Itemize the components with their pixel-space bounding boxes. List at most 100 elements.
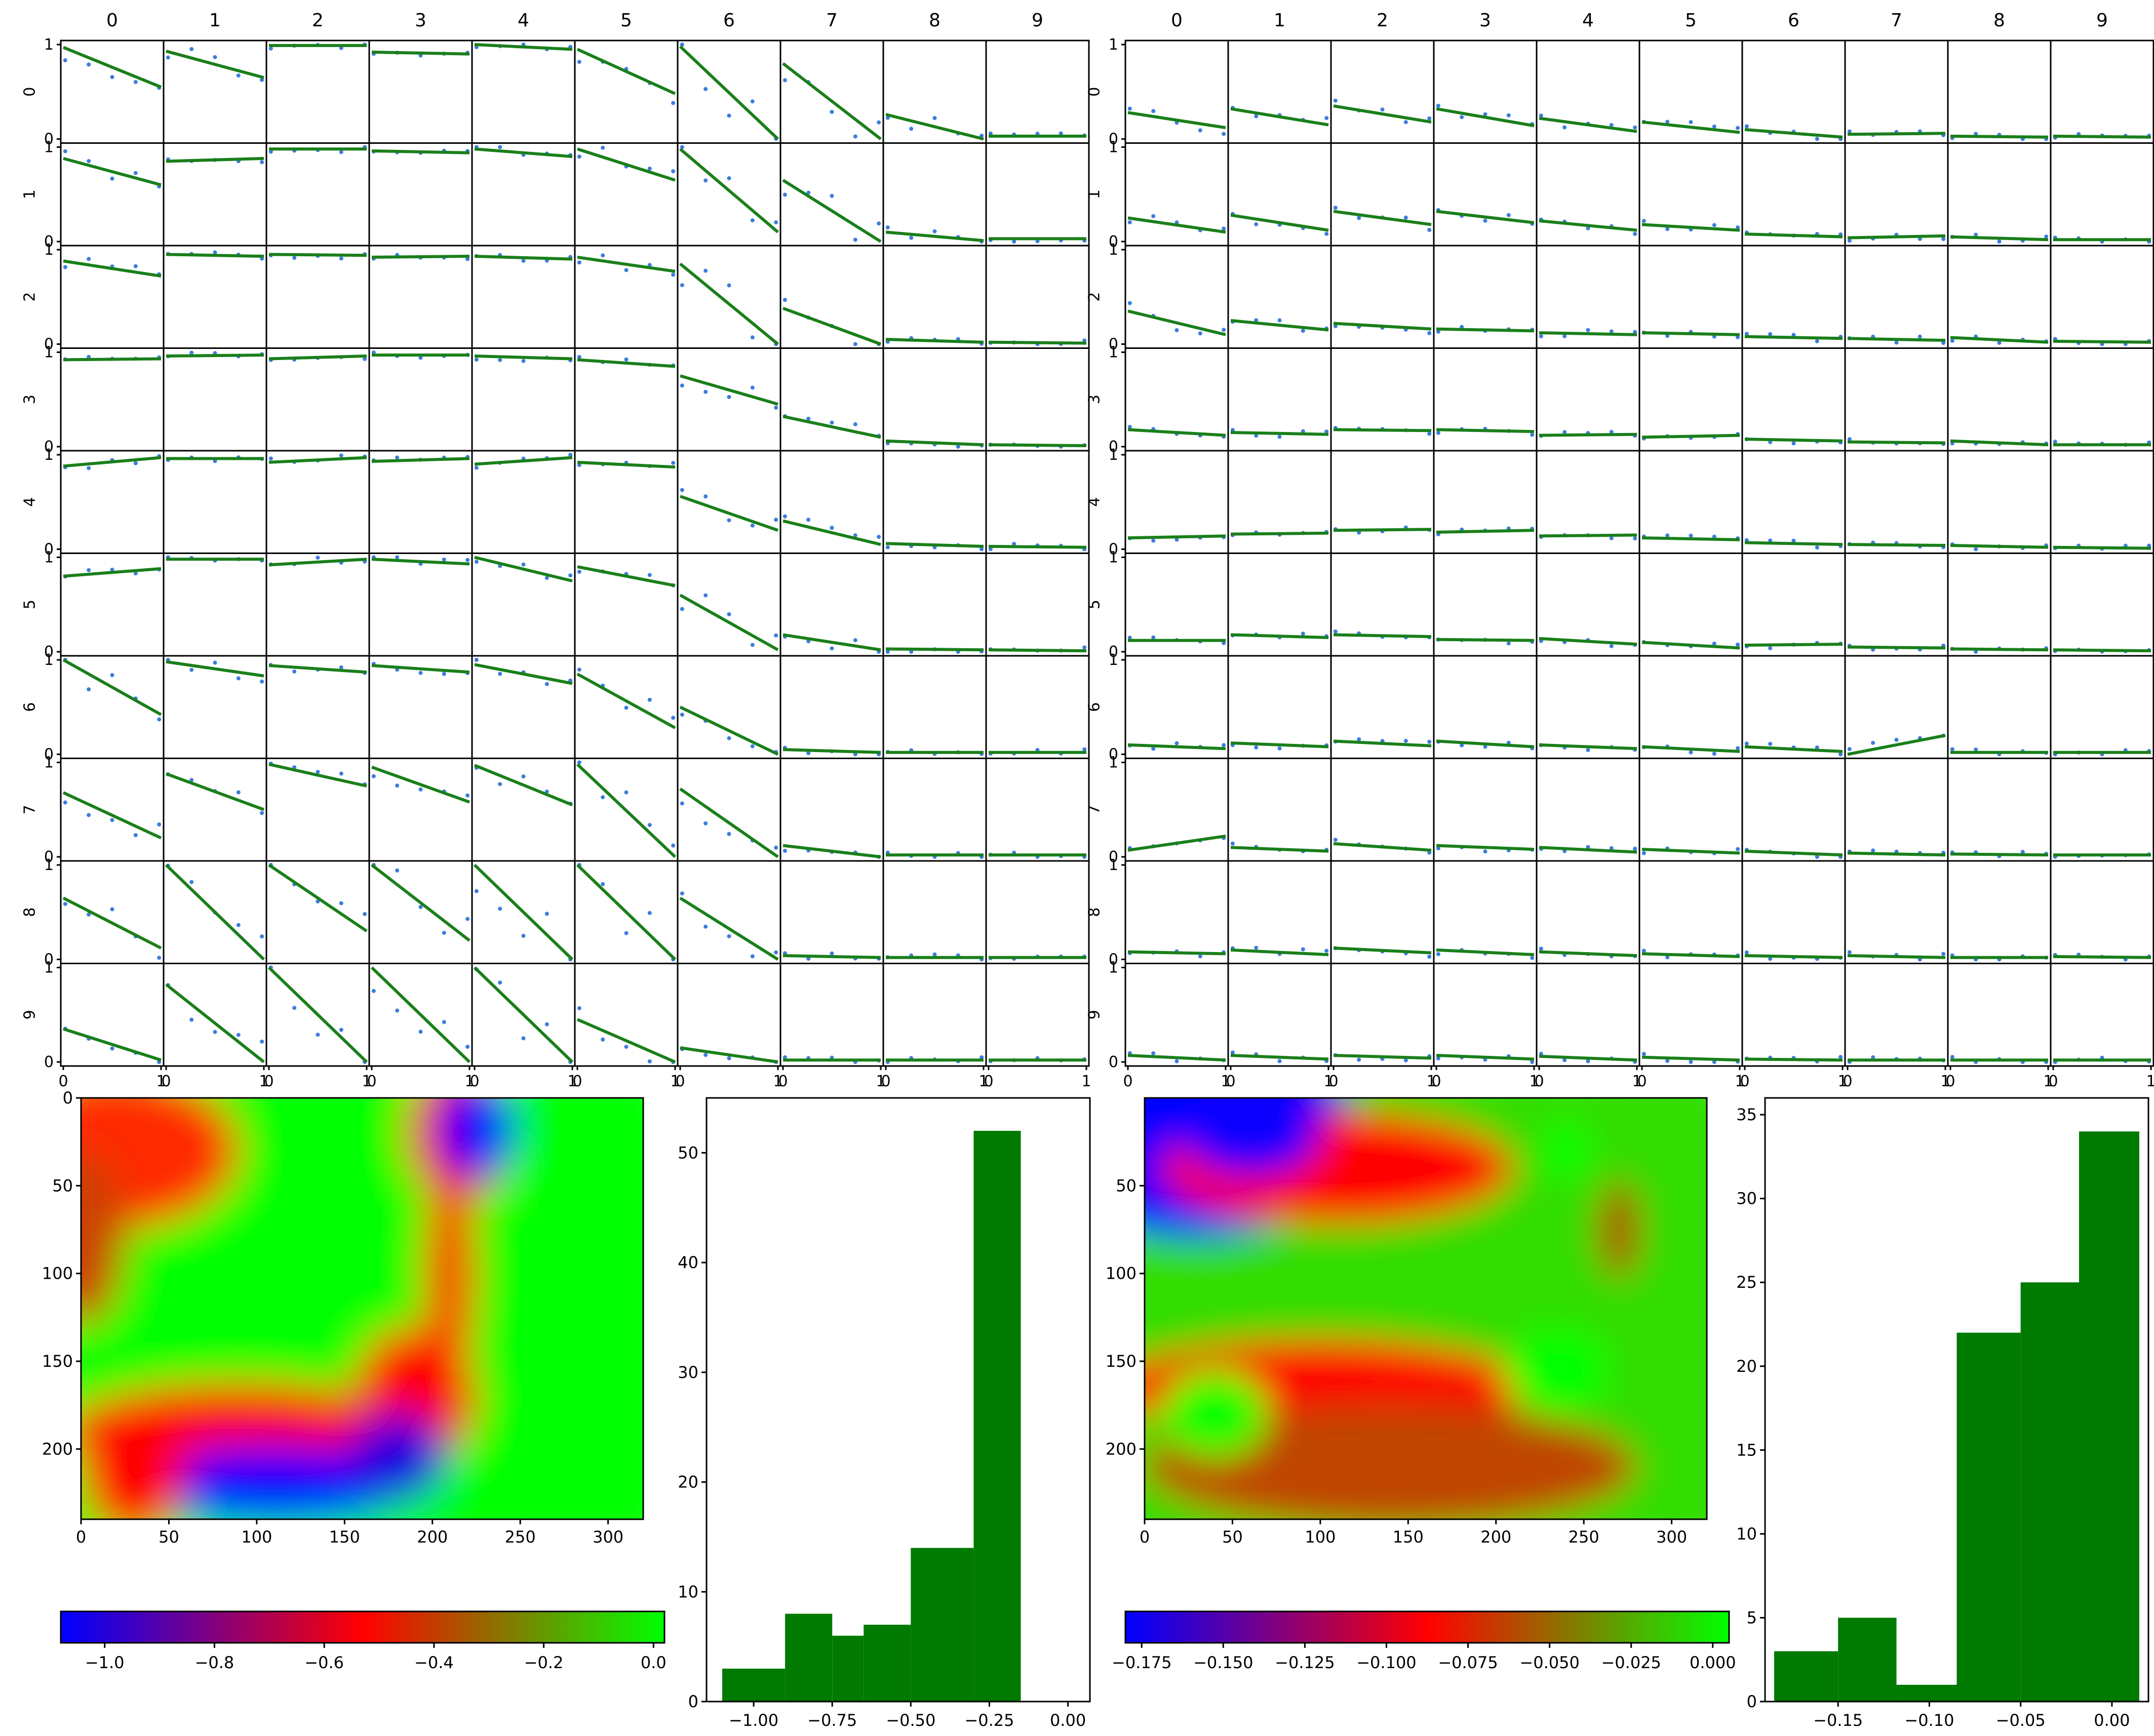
grid-cell [1536,40,1640,144]
scatter-point [395,868,400,873]
heatmap-frame [1144,1097,1708,1520]
y-tick-label: 0 [1109,951,1118,969]
scatter-point [1847,437,1852,442]
scatter-point [1427,739,1432,744]
x-tick-label: 1 [567,1073,577,1090]
colorbar [60,1610,665,1644]
grid-cell [985,450,1090,554]
scatter-point [750,99,755,104]
grid-cell [1638,758,1743,862]
fit-line [1436,948,1535,957]
cell-frame [1844,758,1949,862]
grid-cell [779,553,884,657]
fit-line [782,62,882,140]
scatter-point [189,350,194,355]
scatter-point [395,1008,400,1013]
scatter-point [647,263,652,267]
cell-frame [1947,450,2052,554]
x-tick-label: 0 [2048,1073,2058,1090]
grid-cell: 01 [1109,651,1229,764]
grid-cell [1844,347,1949,452]
fit-line [1641,223,1740,232]
scatter-point [1127,301,1132,305]
scatter-point [1689,120,1693,125]
scatter-point [1460,115,1464,120]
y-tick-label: 0 [44,643,54,661]
grid-cell [985,347,1090,452]
fit-line [1641,433,1740,439]
x-tick-label: 150 [329,1527,360,1547]
scatter-point [1712,124,1716,129]
cell-frame [1638,758,1743,862]
grid-cell [574,860,679,964]
scatter-point [363,912,367,916]
cell-frame [1227,40,1332,144]
cell-frame [985,245,1090,349]
col-label: 3 [415,10,426,31]
scatter-point [624,705,629,710]
scatter-point [703,178,708,183]
scatter-point [568,453,573,457]
scatter-point [1562,334,1567,338]
scatter-point [1436,952,1440,956]
fit-line [782,633,881,652]
scatter-point [418,1030,423,1034]
cell-frame [265,860,370,964]
x-tick-label: 0 [1328,1073,1338,1090]
grid-cell [1330,758,1435,862]
scatter-point [1436,1056,1440,1060]
scatter-point [774,845,778,850]
scatter-point [750,385,755,390]
row-label: 6 [21,702,39,712]
x-tick-label: 300 [1656,1527,1687,1547]
scatter-point [1506,213,1511,217]
scatter-point [1562,430,1567,435]
y-tick-label: 30 [1736,1189,1757,1208]
fit-line [1127,950,1226,956]
scatter-point [474,889,479,893]
scatter-point [782,849,787,853]
fit-line [2053,648,2151,653]
fit-line [1333,322,1432,331]
col-label: 6 [1788,10,1799,31]
grid-cell [1536,758,1640,862]
scatter-point [133,80,138,85]
scatter-point [87,568,91,572]
scatter-point [442,672,446,676]
colorbar-tick-label: −0.150 [1193,1653,1253,1672]
scatter-point [1530,1060,1535,1064]
colorbar-tick-label: −0.8 [195,1653,234,1672]
fit-line [988,340,1087,345]
scatter-point [1357,216,1361,220]
y-tick-label: 30 [678,1363,698,1382]
scatter-point [1562,1058,1567,1062]
heatmap-frame [80,1097,644,1520]
scatter-point [292,1006,297,1010]
cell-frame [471,758,576,862]
scatter-point [87,466,91,470]
scatter-point [853,422,857,426]
x-tick-label: 200 [1480,1527,1511,1547]
scatter-point [1641,949,1646,953]
cell-frame [882,347,987,452]
cell-frame [60,758,165,862]
fit-line [1436,529,1535,534]
y-tick-label: 1 [1109,651,1118,669]
scatter-point [1198,954,1202,959]
scatter-point [292,669,297,674]
scatter-point [1222,743,1226,747]
grid-cell [1844,40,1949,144]
y-tick-label: 0 [44,746,54,764]
scatter-point [1609,429,1614,434]
right-heatmap-panel: 0 50 100 150 200 250 300 50 100 150 200 −0.175 −0.15… [1106,1097,1736,1672]
fit-line [1230,319,1329,332]
fit-line [371,50,470,56]
y-tick-label: 20 [1736,1357,1757,1376]
cell-frame [779,450,884,554]
x-tick-label: 0 [572,1073,582,1090]
grid-cell [985,758,1090,862]
